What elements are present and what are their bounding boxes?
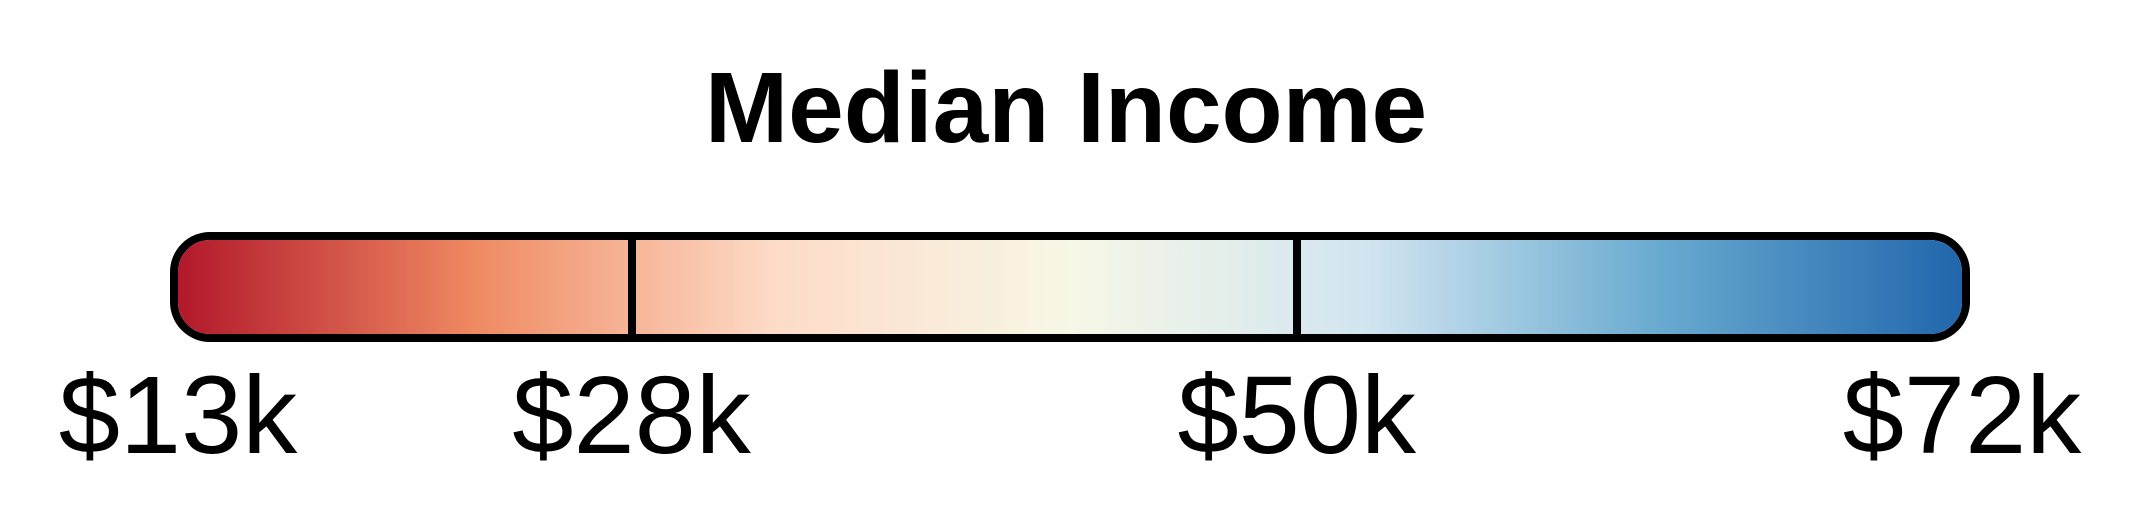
break-divider bbox=[627, 240, 636, 334]
legend-title: Median Income bbox=[704, 52, 1428, 164]
color-gradient bbox=[178, 240, 1962, 334]
tick-label-max: $72k bbox=[1842, 354, 2082, 477]
tick-label: $50k bbox=[1177, 354, 1417, 477]
tick-label: $28k bbox=[512, 354, 751, 477]
color-scale-bar bbox=[170, 232, 1970, 342]
break-divider bbox=[1292, 240, 1301, 334]
tick-label-min: $13k bbox=[58, 354, 298, 477]
